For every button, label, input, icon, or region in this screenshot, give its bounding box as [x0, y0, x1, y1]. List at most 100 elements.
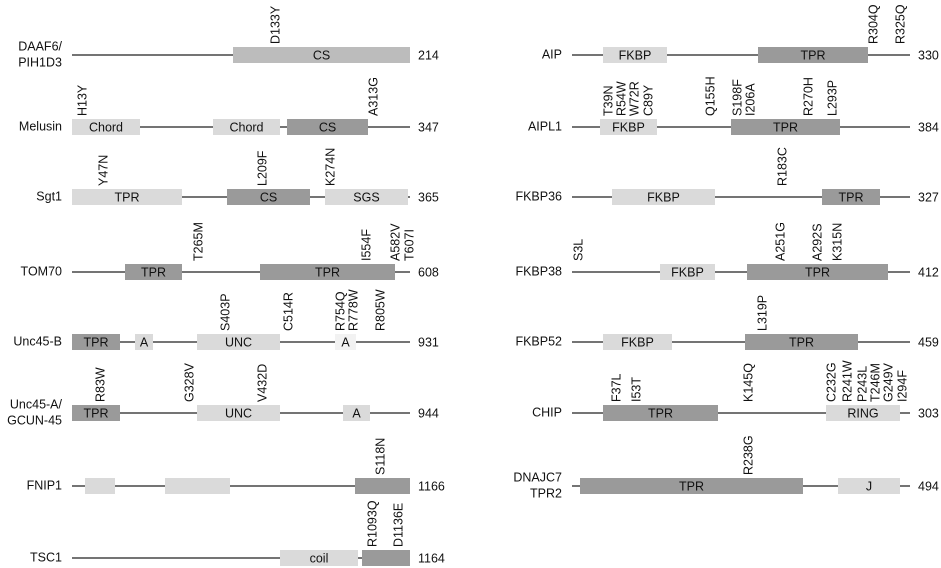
- domain-label: coil: [310, 551, 329, 565]
- mutation-label: R241W: [840, 360, 854, 402]
- mutation-label: S3L: [571, 239, 585, 261]
- mutation-label: L319P: [755, 295, 769, 331]
- mutation-label: D1136E: [391, 503, 405, 547]
- mutation-label: P243L: [855, 366, 869, 402]
- domain-box: [280, 550, 358, 566]
- domain-label: CS: [319, 120, 336, 134]
- protein-name: Unc45-B: [13, 334, 62, 348]
- mutation-label: R54W: [614, 81, 628, 116]
- domain-box: [747, 264, 888, 280]
- protein-length: 365: [418, 190, 439, 204]
- mutation-label: R325Q: [893, 4, 907, 44]
- domain-box: [72, 334, 120, 350]
- domain-box: [612, 189, 715, 205]
- mutation-label: S198F: [730, 79, 744, 116]
- mutation-label: L293P: [825, 80, 839, 116]
- mutation-label: R270H: [801, 77, 815, 116]
- domain-box: [355, 478, 410, 494]
- mutation-label: T265M: [191, 222, 205, 261]
- protein-length: 330: [918, 48, 939, 62]
- domain-box: [580, 478, 803, 494]
- mutation-label: C89Y: [641, 84, 655, 116]
- mutation-label: F37L: [609, 373, 623, 402]
- domain-label: RING: [847, 406, 878, 420]
- domain-box: [72, 119, 140, 135]
- domain-label: A: [140, 335, 149, 349]
- domain-label: TPR: [115, 190, 140, 204]
- domain-box: [335, 334, 356, 350]
- protein-length: 1166: [418, 479, 445, 493]
- protein-name: FKBP38: [515, 264, 562, 278]
- domain-box: [165, 478, 230, 494]
- protein-name: TPR2: [530, 486, 562, 500]
- mutation-label: T39N: [601, 85, 615, 116]
- domain-box: [362, 550, 410, 566]
- protein-length: 944: [418, 406, 439, 420]
- mutation-label: G249V: [881, 362, 895, 402]
- domain-box: [85, 478, 115, 494]
- domain-box: [227, 189, 310, 205]
- domain-label: UNC: [225, 406, 252, 420]
- domain-box: [660, 264, 715, 280]
- protein-length: 494: [918, 479, 939, 493]
- protein-length: 459: [918, 335, 939, 349]
- mutation-label: A313G: [366, 77, 380, 116]
- domain-label: FKBP: [621, 335, 654, 349]
- mutation-label: I53T: [629, 377, 643, 402]
- domain-label: CS: [313, 48, 330, 62]
- mutation-label: R754Q: [333, 291, 347, 331]
- domain-box: [826, 405, 900, 421]
- domain-box: [197, 334, 280, 350]
- mutation-label: A251G: [773, 222, 787, 261]
- domain-box: [745, 334, 858, 350]
- domain-label: A: [352, 406, 361, 420]
- protein-name: Unc45-A/: [10, 397, 63, 411]
- mutation-label: K315N: [830, 223, 844, 261]
- mutation-label: S403P: [218, 293, 232, 331]
- domain-label: J: [866, 479, 872, 493]
- protein-length: 931: [418, 335, 439, 349]
- protein-length: 214: [418, 48, 439, 62]
- protein-name: FKBP52: [515, 334, 562, 348]
- domain-box: [325, 189, 408, 205]
- mutation-label: R1093Q: [365, 500, 379, 547]
- domain-label: FKBP: [612, 120, 645, 134]
- mutation-label: A582V: [388, 223, 402, 261]
- mutation-label: R183C: [775, 147, 789, 186]
- mutation-label: C232G: [824, 362, 838, 402]
- protein-length: 412: [918, 265, 939, 279]
- protein-length: 1164: [418, 551, 445, 565]
- mutation-label: H13Y: [75, 84, 89, 116]
- mutation-label: Y47N: [96, 155, 110, 186]
- mutation-label: V432D: [255, 364, 269, 402]
- domain-label: TPR: [679, 479, 704, 493]
- domain-label: TPR: [315, 265, 340, 279]
- protein-name: AIPL1: [528, 119, 562, 133]
- protein-name: FNIP1: [27, 478, 62, 492]
- domain-box: [758, 47, 868, 63]
- mutation-label: S118N: [373, 438, 387, 475]
- mutation-label: D133Y: [268, 5, 282, 44]
- mutation-label: R805W: [373, 289, 387, 331]
- domain-label: Chord: [89, 120, 123, 134]
- mutation-label: I294F: [895, 370, 909, 402]
- protein-length: 327: [918, 190, 939, 204]
- domain-label: TPR: [805, 265, 830, 279]
- domain-label: UNC: [225, 335, 252, 349]
- domain-label: CS: [260, 190, 277, 204]
- protein-name: DAAF6/: [18, 39, 62, 53]
- protein-name: FKBP36: [515, 189, 562, 203]
- domain-box: [213, 119, 280, 135]
- domain-label: A: [341, 335, 350, 349]
- domain-label: TPR: [84, 335, 109, 349]
- domain-label: FKBP: [619, 48, 652, 62]
- mutation-label: I206A: [743, 83, 757, 116]
- domain-label: TPR: [84, 406, 109, 420]
- protein-name: AIP: [542, 47, 562, 61]
- domain-box: [72, 189, 182, 205]
- mutation-label: R83W: [93, 367, 107, 402]
- domain-label: FKBP: [671, 265, 704, 279]
- mutation-label: L209F: [255, 150, 269, 186]
- domain-box: [233, 47, 410, 63]
